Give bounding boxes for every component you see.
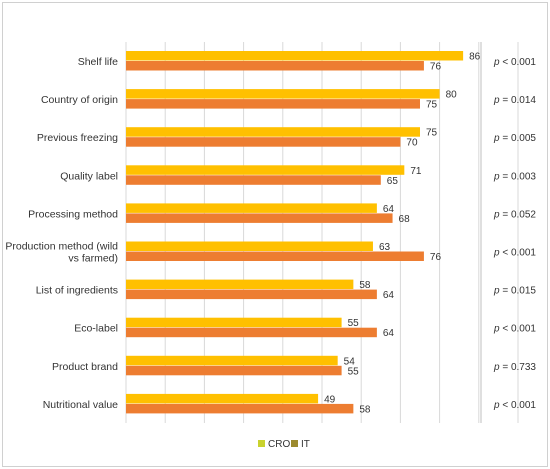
value-label: 86 (469, 52, 481, 63)
p-value-label: p = 0.015 (493, 286, 536, 297)
bar-it (126, 403, 354, 414)
value-label: 64 (383, 328, 395, 339)
legend-swatch (258, 440, 265, 447)
value-label: 63 (379, 242, 391, 253)
value-label: 65 (387, 176, 399, 187)
p-value-label: p = 0.005 (493, 133, 536, 144)
category-label: Production method (wild (5, 241, 118, 253)
category-label: Product brand (52, 361, 118, 373)
value-label: 64 (383, 290, 395, 301)
category-label: vs farmed) (68, 253, 118, 265)
value-label: 64 (383, 204, 395, 215)
bar-it (126, 99, 420, 109)
p-value-label: p < 0.001 (493, 57, 536, 68)
bar-cro (126, 355, 338, 366)
value-label: 80 (446, 90, 458, 101)
bar-it (126, 365, 342, 376)
category-label: Previous freezing (37, 132, 118, 144)
category-label: Quality label (60, 170, 118, 182)
p-value-label: p = 0.014 (493, 95, 536, 106)
bar-it (126, 327, 377, 338)
value-label: 76 (430, 62, 442, 73)
value-label: 58 (359, 280, 371, 291)
bar-cro (126, 89, 440, 99)
bar-cro (126, 241, 373, 251)
bar-it (126, 137, 401, 147)
bar-cro (126, 127, 420, 137)
bar-it (126, 175, 381, 185)
bar-it (126, 213, 393, 223)
p-value-label: p = 0.052 (493, 209, 536, 220)
value-label: 75 (426, 128, 438, 139)
legend-label: CRO (268, 439, 290, 450)
legend-label: IT (301, 439, 310, 450)
p-value-label: p < 0.001 (493, 400, 536, 411)
p-value-label: p = 0.733 (493, 362, 536, 373)
bar-cro (126, 393, 319, 404)
bar-it (126, 61, 424, 71)
p-value-label: p < 0.001 (493, 324, 536, 335)
value-label: 68 (399, 214, 411, 225)
category-label: List of ingredients (36, 285, 118, 297)
bar-it (126, 289, 377, 300)
p-value-label: p = 0.003 (493, 171, 536, 182)
value-label: 75 (426, 100, 438, 111)
value-label: 71 (410, 166, 422, 177)
bar-cro (126, 203, 377, 213)
bar-cro (126, 51, 464, 61)
value-label: 49 (324, 394, 336, 405)
value-label: 54 (344, 356, 356, 367)
p-value-label: p < 0.001 (493, 248, 536, 259)
category-label: Nutritional value (43, 399, 118, 411)
bar-cro (126, 317, 342, 328)
value-label: 58 (359, 404, 371, 415)
value-label: 70 (406, 138, 418, 149)
bar-cro (126, 165, 405, 175)
category-label: Processing method (28, 208, 118, 220)
bar-it (126, 251, 424, 261)
category-label: Shelf life (78, 56, 118, 68)
value-label: 55 (348, 318, 360, 329)
value-label: 76 (430, 252, 442, 263)
category-label: Country of origin (41, 94, 118, 106)
bar-cro (126, 279, 354, 290)
legend-swatch (291, 440, 298, 447)
category-label: Eco-label (74, 323, 118, 335)
value-label: 55 (348, 366, 360, 377)
